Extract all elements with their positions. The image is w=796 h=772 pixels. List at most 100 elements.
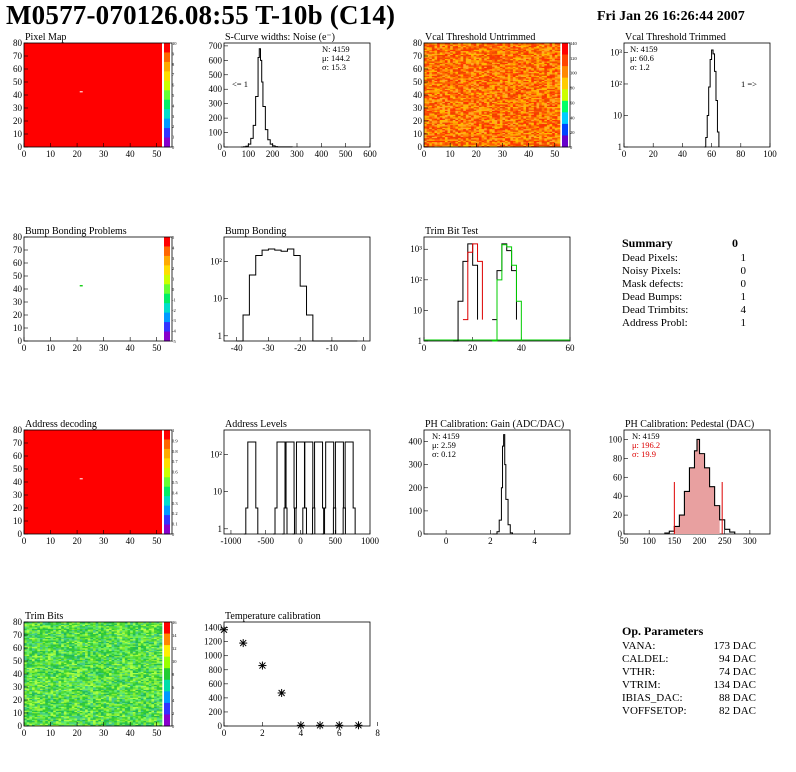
heatmap-cell xyxy=(127,718,131,720)
heatmap-cell xyxy=(518,62,522,65)
heatmap-cell xyxy=(69,720,73,723)
heatmap-cell xyxy=(494,136,498,139)
heatmap-cell xyxy=(481,105,485,107)
heatmap-cell xyxy=(442,123,446,126)
x-tick-label: 500 xyxy=(339,149,353,159)
heatmap-cell xyxy=(471,111,474,114)
heatmap-cell xyxy=(476,93,480,96)
heatmap-cell xyxy=(520,118,524,120)
heatmap-cell xyxy=(507,89,511,92)
heatmap-cell xyxy=(473,92,477,94)
heatmap-cell xyxy=(494,65,498,67)
heatmap-cell xyxy=(533,49,537,52)
heatmap-cell xyxy=(31,715,35,718)
heatmap-cell xyxy=(429,48,433,50)
heatmap-cell xyxy=(135,720,139,723)
heatmap-cell xyxy=(114,716,118,719)
heatmap-cell xyxy=(463,57,467,59)
heatmap-cell xyxy=(473,127,477,130)
colorbar-label: 80 xyxy=(570,86,575,91)
heatmap-cell xyxy=(447,88,451,91)
heatmap-cell xyxy=(452,104,456,106)
heatmap-cell xyxy=(497,50,501,53)
heatmap-cell xyxy=(122,723,126,725)
heatmap-cell xyxy=(505,84,508,87)
heatmap-cell xyxy=(512,53,516,55)
heatmap-cell xyxy=(528,87,532,89)
heatmap-cell xyxy=(505,65,508,67)
heatmap-cell xyxy=(426,89,430,92)
heatmap-cell xyxy=(108,723,112,725)
heatmap-cell xyxy=(431,93,435,96)
plot-frame xyxy=(23,236,173,342)
heatmap-cell xyxy=(554,62,558,65)
heatmap-cell xyxy=(471,118,474,120)
y-tick-label: 80 xyxy=(13,232,23,242)
heatmap-cell xyxy=(452,87,456,89)
heatmap-cell xyxy=(502,58,506,61)
heatmap-cell xyxy=(528,59,532,62)
heatmap-cell xyxy=(63,718,67,720)
heatmap-cell xyxy=(444,110,448,113)
heatmap-cell xyxy=(552,63,556,66)
heatmap-cell xyxy=(536,62,540,65)
heatmap-cell xyxy=(486,57,490,59)
heatmap-cell xyxy=(531,126,535,128)
heatmap-cell xyxy=(156,718,160,720)
heatmap-cell xyxy=(510,43,514,45)
heatmap-cell xyxy=(489,93,493,96)
heatmap-cell xyxy=(533,91,537,93)
heatmap-cell xyxy=(455,114,459,117)
heatmap-cell xyxy=(124,718,128,720)
heatmap-cell xyxy=(557,85,561,88)
heatmap-cell xyxy=(447,70,451,72)
heatmap-cell xyxy=(138,718,142,720)
heatmap-cell xyxy=(484,92,488,94)
heatmap-cell xyxy=(554,127,558,130)
heatmap-cell xyxy=(497,43,501,45)
heatmap-cell xyxy=(539,108,542,110)
heatmap-cell xyxy=(554,137,558,140)
heatmap-cell xyxy=(444,88,448,91)
heatmap-cell xyxy=(531,95,535,97)
heatmap-cell xyxy=(130,718,134,720)
heatmap-cell xyxy=(450,141,454,144)
heatmap-cell xyxy=(444,49,448,52)
heatmap-cell xyxy=(471,53,474,55)
heatmap-cell xyxy=(481,106,485,109)
heatmap-cell xyxy=(492,102,495,105)
heatmap-cell xyxy=(510,65,514,67)
heatmap-cell xyxy=(536,82,540,84)
heatmap-cell xyxy=(497,143,501,145)
heatmap-cell xyxy=(520,45,524,48)
heatmap-cell xyxy=(450,43,454,45)
heatmap-cell xyxy=(512,140,516,143)
heatmap-cell xyxy=(536,72,540,75)
heatmap-cell xyxy=(37,720,41,723)
heatmap-cell xyxy=(434,130,438,132)
heatmap-cell xyxy=(544,91,548,93)
heatmap-cell xyxy=(95,724,99,727)
heatmap-cell xyxy=(468,50,472,53)
heatmap-cell xyxy=(465,126,469,128)
heatmap-cell xyxy=(515,84,519,87)
heatmap-cell xyxy=(98,719,102,722)
heatmap-cell xyxy=(554,124,558,127)
heatmap-cell xyxy=(426,100,430,102)
heatmap-cell xyxy=(465,76,469,79)
heatmap-cell xyxy=(531,117,535,119)
heatmap-cell xyxy=(510,143,514,145)
heatmap-cell xyxy=(515,67,519,70)
heatmap-cell xyxy=(505,53,508,55)
heatmap-cell xyxy=(473,59,477,62)
heatmap-cell xyxy=(512,134,516,136)
heatmap-cell xyxy=(520,123,524,126)
heatmap-cell xyxy=(460,50,464,53)
heatmap-cell xyxy=(528,53,532,55)
heatmap-cell xyxy=(549,128,553,131)
heatmap-cell xyxy=(492,126,495,128)
heatmap-cell xyxy=(473,139,477,141)
heatmap-cell xyxy=(447,89,451,92)
heatmap-cell xyxy=(429,57,433,59)
heatmap-cell xyxy=(452,83,456,85)
